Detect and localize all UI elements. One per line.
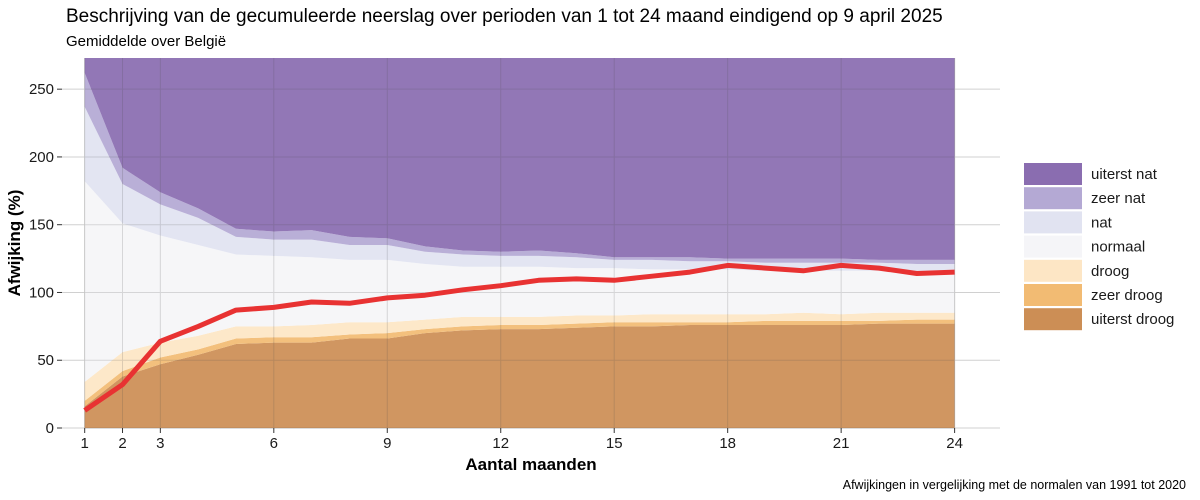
band-zeer-droog	[84, 319, 955, 407]
x-tick-label: 24	[946, 435, 963, 452]
chart-caption: Afwijkingen in vergelijking met de norma…	[842, 478, 1186, 492]
x-tick-label: 18	[719, 435, 736, 452]
legend: uiterst nat zeer nat nat normaal droog zeer d…	[1024, 163, 1174, 331]
band-uiterst-nat	[84, 58, 955, 260]
legend-key-nat	[1024, 211, 1082, 234]
legend-label: nat	[1091, 214, 1113, 231]
chart-title: Beschrijving van de gecumuleerde neersla…	[66, 6, 943, 27]
legend-label: zeer nat	[1091, 190, 1146, 207]
x-tick-label: 2	[118, 435, 126, 452]
legend-label: uiterst droog	[1091, 311, 1174, 328]
x-tick-label: 1	[81, 435, 89, 452]
x-tick-label: 15	[606, 435, 623, 452]
legend-key-zeer-nat	[1024, 187, 1082, 210]
y-tick-label: 200	[29, 149, 54, 166]
legend-key-zeer-droog	[1024, 284, 1082, 306]
y-tick-label: 250	[29, 81, 54, 98]
observed-line	[83, 262, 955, 413]
x-tick-label: 3	[156, 435, 164, 452]
legend-key-uiterst-nat	[1024, 163, 1082, 185]
legend-label: normaal	[1091, 239, 1145, 256]
legend-label: droog	[1091, 263, 1129, 280]
x-axis-title: Aantal maanden	[465, 455, 596, 474]
y-axis-title: Afwijking (%)	[5, 190, 24, 297]
x-tick-label: 12	[492, 435, 509, 452]
legend-label: uiterst nat	[1091, 166, 1158, 183]
band-droog	[84, 312, 955, 401]
grid-lines-overlay	[84, 58, 956, 429]
band-uiterst-droog	[84, 323, 955, 428]
x-tick-label: 6	[270, 435, 278, 452]
chart-subtitle: Gemiddelde over België	[66, 33, 227, 50]
y-tick-label: 0	[46, 420, 54, 437]
legend-key-uiterst-droog	[1024, 308, 1082, 331]
legend-key-droog	[1024, 259, 1082, 282]
x-tick-label: 21	[833, 435, 850, 452]
x-tick-label: 9	[383, 435, 391, 452]
bands	[84, 58, 955, 428]
legend-key-normaal	[1024, 235, 1082, 258]
y-tick-label: 50	[37, 352, 54, 369]
y-tick-label: 150	[29, 217, 54, 234]
y-tick-label: 100	[29, 284, 54, 301]
legend-label: zeer droog	[1091, 287, 1163, 304]
